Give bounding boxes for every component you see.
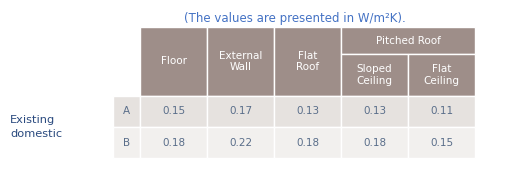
Bar — [140, 127, 207, 158]
Bar — [341, 54, 408, 96]
Text: 0.15: 0.15 — [430, 137, 453, 147]
Text: 0.13: 0.13 — [296, 107, 319, 117]
Text: Flat
Ceiling: Flat Ceiling — [423, 64, 459, 86]
Bar — [207, 127, 274, 158]
Bar — [140, 27, 207, 96]
Text: 0.18: 0.18 — [162, 137, 185, 147]
Text: (The values are presented in W/m²K).: (The values are presented in W/m²K). — [184, 12, 406, 25]
Bar — [341, 96, 408, 127]
Bar — [408, 127, 475, 158]
Bar — [341, 127, 408, 158]
Bar — [274, 127, 341, 158]
Text: 0.15: 0.15 — [162, 107, 185, 117]
Bar — [341, 27, 475, 54]
Text: Flat
Roof: Flat Roof — [296, 51, 319, 72]
Bar — [274, 27, 341, 96]
Text: 0.11: 0.11 — [430, 107, 453, 117]
Text: 0.13: 0.13 — [363, 107, 386, 117]
Bar — [140, 96, 207, 127]
Text: 0.17: 0.17 — [229, 107, 252, 117]
Bar — [408, 54, 475, 96]
Text: Pitched Roof: Pitched Roof — [376, 36, 440, 46]
Bar — [274, 96, 341, 127]
Text: 0.18: 0.18 — [296, 137, 319, 147]
Text: 0.18: 0.18 — [363, 137, 386, 147]
Text: External
Wall: External Wall — [219, 51, 262, 72]
Bar — [207, 27, 274, 96]
Text: Existing
domestic: Existing domestic — [10, 115, 62, 139]
Text: A: A — [123, 107, 130, 117]
Text: Floor: Floor — [160, 57, 186, 66]
Bar — [207, 96, 274, 127]
Text: B: B — [123, 137, 130, 147]
Bar — [113, 127, 140, 158]
Text: Sloped
Ceiling: Sloped Ceiling — [356, 64, 393, 86]
Bar — [408, 96, 475, 127]
Bar — [113, 96, 140, 127]
Text: 0.22: 0.22 — [229, 137, 252, 147]
